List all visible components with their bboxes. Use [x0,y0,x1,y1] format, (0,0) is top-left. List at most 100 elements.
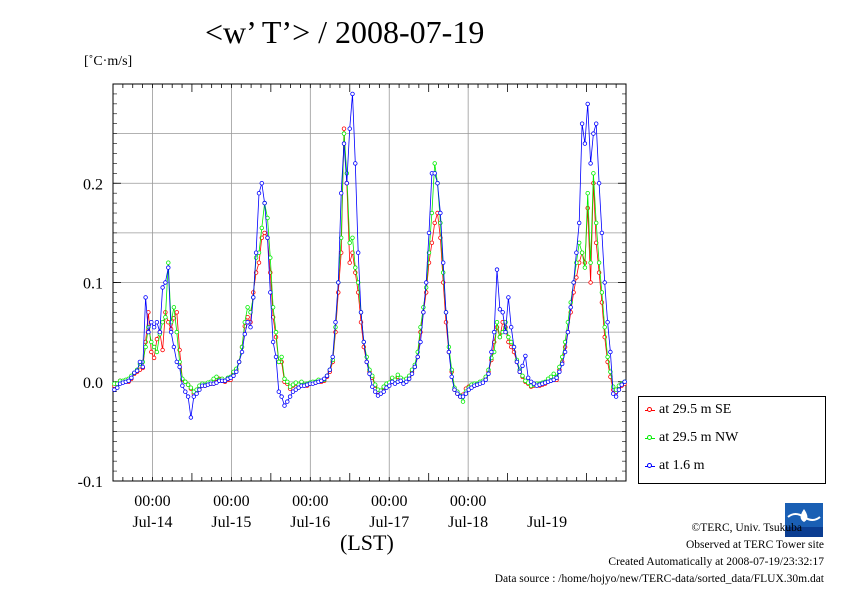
x-time-tick-label: 00:00 [134,493,170,510]
x-time-tick-label: 00:00 [371,493,407,510]
series-2-point [160,285,165,290]
series-2-point [242,331,247,337]
series-1-point [596,260,602,265]
series-2-point [364,359,369,365]
series-2-point [180,383,185,388]
series-2-point [344,180,349,186]
series-2-point [296,385,301,390]
series-0-point [585,205,590,211]
series-2-point [404,379,409,384]
series-1-point [548,374,554,379]
series-2-point [554,375,559,380]
series-2-point [194,391,199,396]
series-1-point [268,255,273,260]
terc-logo-icon [785,503,823,537]
series-2-point [336,280,341,285]
series-2-point [239,349,245,355]
series-2-point [596,180,602,186]
series-2-point [409,371,415,376]
series-2-point [197,387,202,392]
series-2-point [151,325,157,330]
series-2-point [330,354,335,360]
series-1-point [506,334,511,340]
series-2-point [412,364,417,370]
series-2-point [511,344,517,350]
series-1-point [344,171,349,176]
series-0-point [160,347,165,353]
series-2-point [183,389,188,394]
series-1-point [585,190,590,196]
x-date-tick-label: Jul-14 [132,514,172,531]
series-2-point [520,363,525,369]
series-2-point [460,394,466,399]
series-2-point [381,389,386,394]
x-axis-label: (LST) [340,530,394,555]
series-2-point [126,378,131,383]
series-1-point [287,384,293,389]
series-2-point [415,354,420,360]
series-1-point [579,250,585,255]
series-2-point [588,161,593,166]
series-2-point [594,121,599,126]
series-0-point [336,290,341,295]
series-2-point [268,290,273,295]
legend-item-1-6m: at 1.6 m [639,456,825,476]
series-2-point [497,307,503,312]
series-2-point [503,329,508,335]
series-2-point [231,373,236,378]
footer-copyright: ©TERC, Univ. Tsukuba [691,522,802,534]
legend-label-1-6m: at 1.6 m [659,458,705,473]
series-2-point [112,387,117,392]
legend-item-29-5m-se: at 29.5 m SE [639,400,825,420]
plot-frame [112,83,627,482]
series-1-point [429,210,435,216]
series-2-point [506,295,511,300]
series-2-point [234,369,239,374]
legend-marker-29-5m-nw [647,435,652,440]
series-1-point [273,329,279,335]
series-1-point [395,372,400,377]
x-date-tick-label: Jul-15 [211,514,251,531]
series-2-point [565,329,571,335]
legend-marker-29-5m-se [647,407,652,412]
series-2-point [143,295,148,300]
series-1-point [432,161,437,166]
series-2-point [282,403,287,408]
series-2-point [185,394,191,399]
series-2-point [129,375,134,380]
series-1-point [438,220,443,226]
series-1-point [347,240,352,245]
series-2-point [137,359,143,365]
series-2-point [347,126,352,131]
series-2-point [452,387,457,392]
series-1-point [494,320,500,325]
series-2-point [356,250,361,255]
series-2-point [616,387,622,392]
series-2-point [562,349,568,355]
series-2-point [134,368,140,373]
series-1-point [214,374,219,379]
series-2-point [256,190,262,196]
series-2-point [279,394,284,399]
legend-label-29-5m-se: at 29.5 m SE [659,402,732,417]
series-2-point [494,267,500,272]
series-2-point [611,391,616,396]
series-2-point [463,391,469,396]
series-2-point [455,391,460,396]
series-2-point [387,383,392,388]
series-2-point [259,180,264,186]
series-1-point [174,329,179,335]
series-2-point [322,376,327,381]
series-2-point [480,380,486,385]
series-2-point [140,364,145,370]
series-1-point [279,354,284,360]
series-2-point [236,359,242,365]
series-2-point [591,131,596,136]
series-2-point [523,353,528,359]
series-2-point [188,415,194,420]
series-1-point [594,220,599,226]
series-2-point [350,91,355,97]
series-1-point [160,320,165,325]
series-2-point [358,310,364,315]
